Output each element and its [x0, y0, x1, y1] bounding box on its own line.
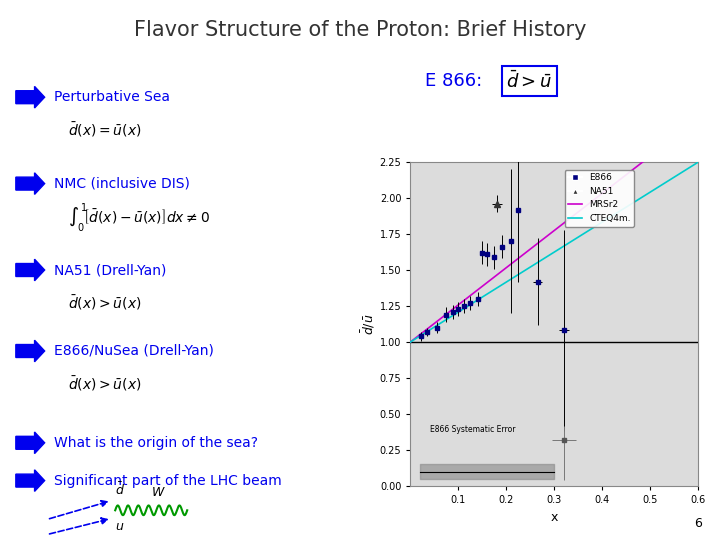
X-axis label: x: x: [551, 511, 558, 524]
Text: Perturbative Sea: Perturbative Sea: [54, 90, 170, 104]
Text: NA51 (Drell-Yan): NA51 (Drell-Yan): [54, 263, 166, 277]
Text: $W$: $W$: [151, 487, 166, 500]
Polygon shape: [16, 173, 45, 194]
Polygon shape: [16, 340, 45, 362]
Text: Flavor Structure of the Proton: Brief History: Flavor Structure of the Proton: Brief Hi…: [134, 19, 586, 40]
Polygon shape: [16, 432, 45, 454]
Text: $\bar{d} > \bar{u}$: $\bar{d} > \bar{u}$: [506, 70, 552, 92]
Text: 6: 6: [694, 517, 702, 530]
Polygon shape: [16, 86, 45, 108]
Text: Significant part of the LHC beam: Significant part of the LHC beam: [54, 474, 282, 488]
Text: $\bar{d}(x) > \bar{u}(x)$: $\bar{d}(x) > \bar{u}(x)$: [68, 293, 142, 312]
Text: What is the origin of the sea?: What is the origin of the sea?: [54, 436, 258, 450]
Polygon shape: [16, 470, 45, 491]
Text: E 866:: E 866:: [425, 72, 482, 90]
Text: E866 Systematic Error: E866 Systematic Error: [430, 425, 515, 434]
Text: NMC (inclusive DIS): NMC (inclusive DIS): [54, 177, 190, 191]
Text: $\bar{d}(x) > \bar{u}(x)$: $\bar{d}(x) > \bar{u}(x)$: [68, 374, 142, 393]
Text: $\bar{d}$: $\bar{d}$: [115, 481, 125, 498]
Legend: E866, NA51, MRSr2, CTEQ4m.: E866, NA51, MRSr2, CTEQ4m.: [564, 170, 634, 226]
Y-axis label: $\bar{d}/\bar{u}$: $\bar{d}/\bar{u}$: [359, 313, 377, 335]
Text: $\bar{d}(x) = \bar{u}(x)$: $\bar{d}(x) = \bar{u}(x)$: [68, 120, 142, 139]
Text: E866/NuSea (Drell-Yan): E866/NuSea (Drell-Yan): [54, 344, 214, 358]
Text: $\int_0^1 \!\left[\bar{d}(x) - \bar{u}(x)\right] dx \neq 0$: $\int_0^1 \!\left[\bar{d}(x) - \bar{u}(x…: [68, 200, 210, 234]
Polygon shape: [16, 259, 45, 281]
Text: $u$: $u$: [115, 520, 125, 533]
